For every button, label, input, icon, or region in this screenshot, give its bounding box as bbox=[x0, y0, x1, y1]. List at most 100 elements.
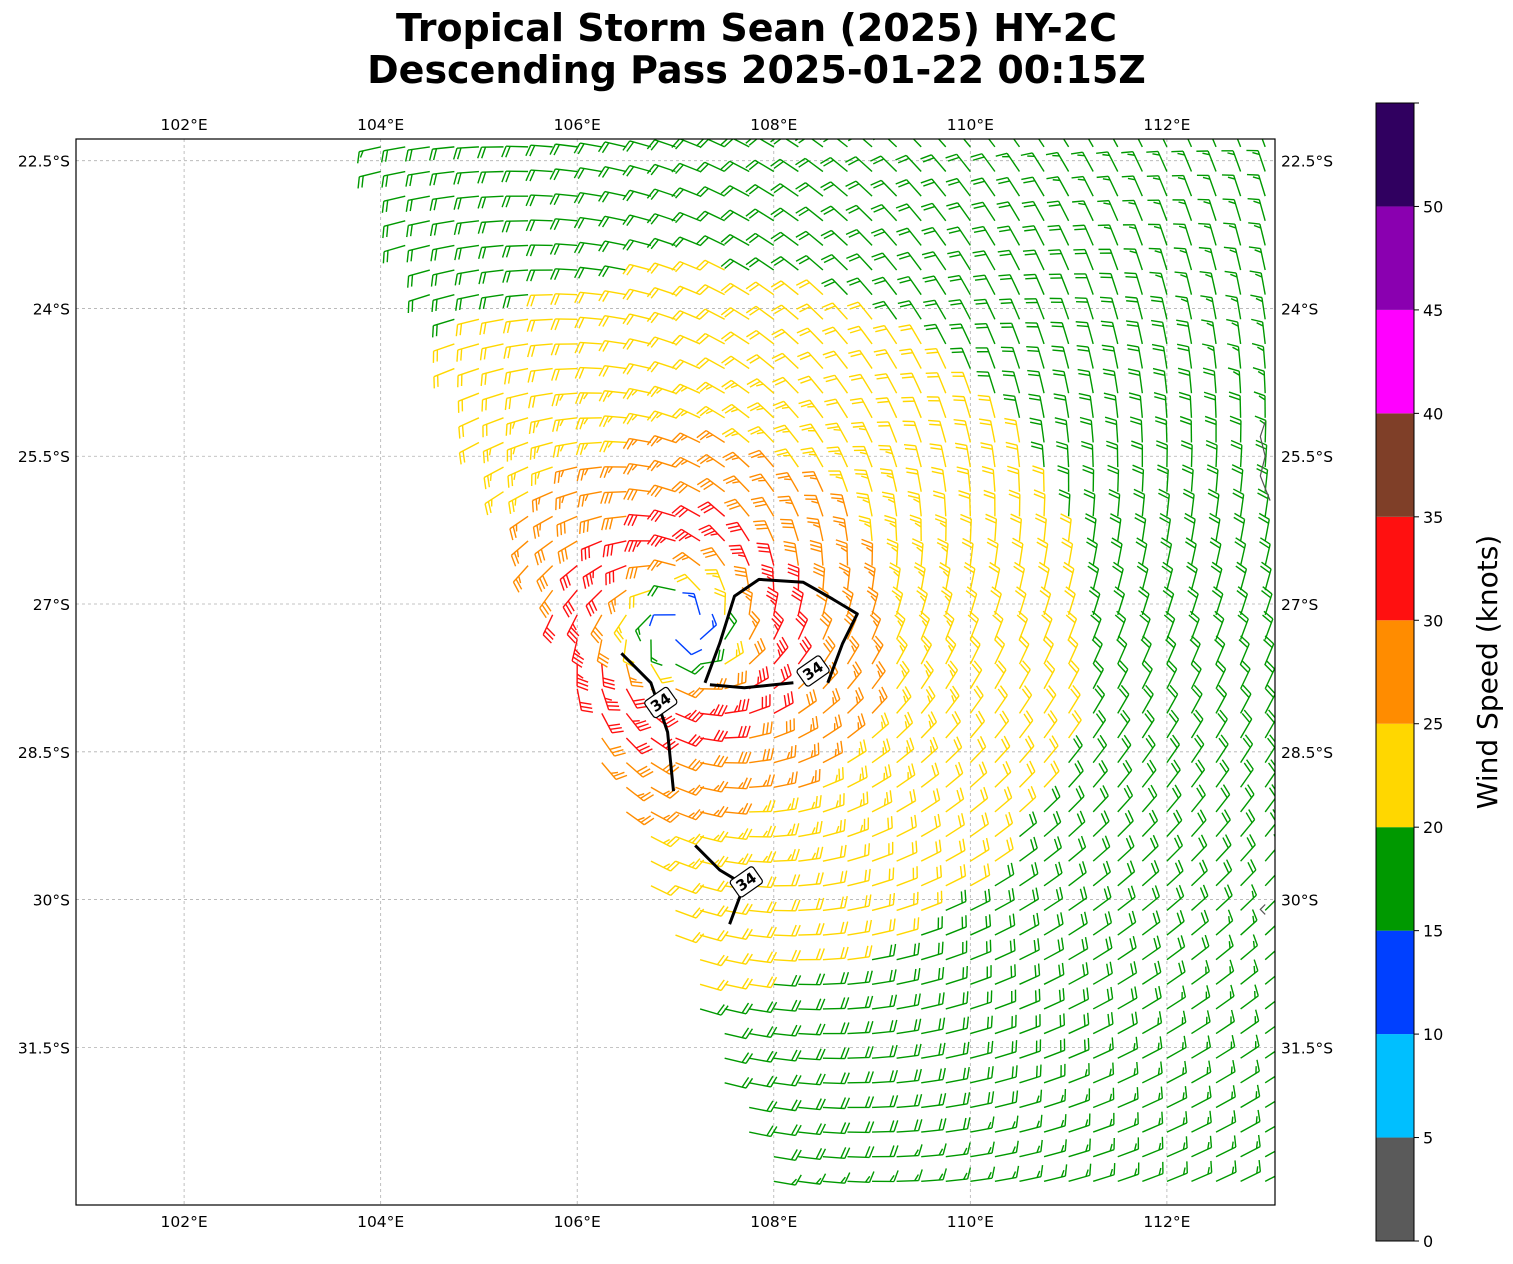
wind-barb bbox=[430, 244, 455, 262]
wind-barb bbox=[896, 840, 918, 862]
wind-barb bbox=[381, 170, 406, 188]
wind-barb bbox=[1067, 635, 1079, 665]
wind-barb bbox=[896, 763, 916, 788]
wind-barb bbox=[822, 635, 836, 665]
wind-barb bbox=[999, 322, 1021, 345]
wind-barb bbox=[969, 710, 986, 739]
wind-barb bbox=[724, 640, 744, 665]
wind-barb bbox=[575, 441, 602, 456]
wind-barb bbox=[1117, 684, 1130, 714]
wind-barb bbox=[1117, 885, 1136, 911]
wind-barb bbox=[478, 244, 504, 260]
wind-barb bbox=[1191, 985, 1211, 1010]
wind-barb bbox=[798, 998, 826, 1011]
wind-barb bbox=[724, 777, 752, 790]
wind-barb bbox=[598, 240, 627, 253]
wind-barb bbox=[871, 686, 888, 714]
wind-barb bbox=[1173, 247, 1193, 271]
wind-barb bbox=[622, 164, 652, 177]
wind-barb bbox=[646, 509, 676, 523]
wind-barb bbox=[1159, 512, 1172, 542]
wind-barb bbox=[896, 968, 921, 985]
lon-tick-label-bottom: 112°E bbox=[1143, 1213, 1190, 1231]
wind-barb bbox=[1092, 810, 1110, 838]
colorbar-label: Wind Speed (knots) bbox=[1471, 535, 1504, 809]
wind-barb bbox=[871, 276, 898, 296]
wind-barb bbox=[1166, 1060, 1188, 1084]
wind-barb bbox=[724, 802, 753, 815]
wind-barb bbox=[1141, 759, 1157, 788]
wind-barb bbox=[797, 351, 824, 370]
wind-barb bbox=[871, 969, 897, 986]
wind-barb bbox=[549, 268, 578, 281]
wind-barb bbox=[675, 687, 705, 699]
wind-barb bbox=[646, 385, 676, 398]
wind-barb bbox=[901, 396, 922, 419]
wind-barb bbox=[646, 139, 676, 151]
wind-barb bbox=[1141, 684, 1154, 714]
wind-barb bbox=[1117, 1061, 1139, 1084]
wind-barb bbox=[525, 144, 553, 157]
lon-tick-label-bottom: 110°E bbox=[947, 1213, 994, 1231]
wind-barb bbox=[871, 738, 891, 764]
wind-barb bbox=[798, 399, 824, 419]
wind-barb bbox=[822, 1022, 850, 1035]
wind-barb bbox=[1229, 415, 1242, 443]
wind-barb bbox=[749, 1001, 778, 1014]
wind-barb bbox=[1215, 984, 1235, 1010]
colorbar-segment bbox=[1376, 413, 1414, 517]
wind-barb bbox=[945, 864, 967, 887]
wind-barb bbox=[1240, 1134, 1261, 1158]
contour-34kt bbox=[703, 577, 859, 684]
wind-barb bbox=[872, 1120, 899, 1133]
wind-barb bbox=[512, 565, 529, 593]
wind-barb bbox=[945, 1092, 971, 1109]
wind-barb bbox=[573, 167, 602, 180]
wind-barb bbox=[920, 736, 939, 764]
wind-barb bbox=[1232, 488, 1245, 517]
wind-barb bbox=[602, 540, 627, 558]
wind-barb bbox=[798, 897, 825, 912]
wind-barb bbox=[479, 343, 504, 361]
wind-barb bbox=[871, 1044, 898, 1059]
wind-barb bbox=[622, 462, 652, 475]
wind-barb bbox=[1068, 1037, 1090, 1059]
wind-barb bbox=[846, 635, 860, 665]
wind-barb bbox=[847, 945, 873, 961]
wind-barb bbox=[574, 266, 602, 279]
wind-barb bbox=[847, 817, 870, 838]
wind-barb bbox=[1073, 248, 1094, 271]
wind-barb bbox=[873, 349, 898, 369]
wind-barb bbox=[795, 206, 824, 222]
wind-barb bbox=[1264, 1050, 1275, 1059]
wind-barb bbox=[1140, 635, 1152, 665]
wind-barb bbox=[1072, 200, 1094, 222]
wind-barb bbox=[949, 323, 971, 345]
wind-barb bbox=[847, 995, 874, 1010]
wind-barb bbox=[1108, 488, 1121, 517]
wind-barb bbox=[1022, 249, 1045, 271]
wind-barb bbox=[961, 537, 974, 566]
wind-barb bbox=[1068, 1138, 1091, 1158]
wind-barb bbox=[699, 805, 729, 818]
wind-barb bbox=[974, 322, 996, 345]
wind-barb bbox=[1065, 610, 1078, 640]
wind-barb bbox=[774, 448, 799, 468]
wind-barb bbox=[866, 586, 879, 616]
wind-barb bbox=[646, 459, 676, 472]
wind-barb bbox=[530, 466, 553, 486]
wind-barb bbox=[822, 921, 849, 936]
wind-barb bbox=[1215, 1110, 1237, 1133]
wind-barb bbox=[458, 441, 480, 465]
wind-barb bbox=[1191, 959, 1210, 985]
wind-barb bbox=[895, 154, 922, 172]
wind-barb bbox=[1186, 561, 1198, 591]
wind-barb bbox=[861, 538, 874, 566]
wind-barb bbox=[1152, 367, 1168, 394]
wind-barb bbox=[975, 347, 996, 369]
wind-barb bbox=[780, 518, 800, 542]
wind-barb bbox=[871, 816, 893, 838]
wind-barb bbox=[1043, 912, 1064, 936]
wind-barb bbox=[551, 392, 578, 407]
lon-tick-label-bottom: 102°E bbox=[161, 1213, 208, 1231]
